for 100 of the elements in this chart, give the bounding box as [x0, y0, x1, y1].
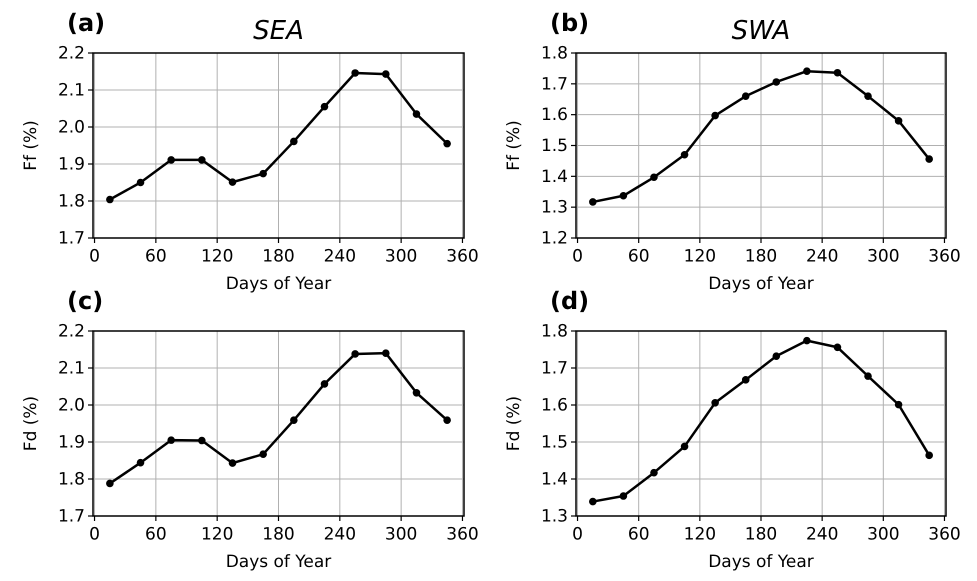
x-axis-title: Days of Year [226, 274, 332, 294]
point [351, 350, 359, 358]
x-tick-label: 240 [806, 246, 838, 266]
point [772, 352, 780, 360]
chart-title: (a) [67, 9, 106, 37]
point [742, 92, 750, 100]
y-axis-title: Fd (%) [504, 396, 524, 452]
point [650, 468, 658, 476]
y-tick-label: 2.2 [58, 321, 85, 342]
x-tick-label: 180 [744, 524, 778, 544]
x-tick-label: 60 [145, 246, 167, 266]
y-tick-label: 2.0 [58, 117, 85, 138]
x-tick-label: 0 [572, 246, 583, 266]
point [290, 138, 298, 146]
point [894, 400, 902, 408]
y-tick-label: 2.0 [58, 395, 85, 416]
y-axis-title: Fd (%) [21, 396, 41, 452]
chart-title: (c) [67, 287, 104, 315]
x-tick-label: 360 [928, 524, 961, 544]
y-tick-label: 1.9 [58, 432, 85, 452]
y-tick-label: 2.2 [58, 43, 85, 64]
point [894, 117, 902, 125]
x-axis-title: Days of Year [708, 274, 814, 294]
point [320, 102, 328, 110]
point [136, 458, 144, 466]
point [290, 416, 298, 424]
x-tick-label: 60 [628, 246, 650, 266]
point [589, 198, 597, 206]
point [106, 196, 114, 204]
x-tick-label: 240 [806, 524, 838, 544]
x-tick-label: 120 [684, 246, 716, 266]
x-tick-label: 60 [145, 524, 167, 544]
y-tick-label: 1.6 [540, 105, 568, 126]
point [834, 68, 842, 77]
chart-subtitle: SWA [732, 16, 790, 46]
x-tick-label: 360 [928, 246, 961, 266]
x-tick-label: 180 [262, 246, 295, 266]
point [711, 112, 719, 120]
point [228, 459, 236, 467]
x-tick-label: 180 [262, 524, 295, 544]
point [198, 436, 206, 444]
x-tick-label: 360 [446, 246, 479, 266]
point [925, 452, 933, 460]
y-tick-label: 1.8 [540, 43, 568, 64]
point [925, 155, 933, 163]
point [443, 416, 451, 424]
y-tick-label: 1.7 [58, 506, 85, 526]
point [589, 498, 597, 506]
x-tick-label: 120 [200, 524, 234, 544]
point [803, 336, 811, 344]
point [259, 450, 267, 458]
x-tick-label: 300 [867, 246, 900, 266]
point [620, 192, 628, 200]
point [650, 173, 658, 182]
point [864, 92, 872, 100]
point [228, 178, 236, 186]
y-tick-label: 1.7 [58, 228, 85, 248]
point [412, 389, 420, 397]
y-tick-label: 1.5 [540, 432, 568, 452]
chart-subtitle: SEA [253, 16, 304, 46]
x-tick-label: 300 [867, 524, 900, 544]
point [412, 110, 420, 118]
point [443, 140, 451, 148]
point [167, 436, 175, 444]
y-tick-label: 1.8 [58, 191, 85, 212]
x-tick-label: 120 [684, 524, 716, 544]
x-tick-label: 300 [384, 246, 418, 266]
y-tick-label: 2.1 [58, 358, 85, 378]
x-tick-label: 240 [324, 524, 356, 544]
point [803, 67, 811, 75]
x-tick-label: 0 [89, 524, 100, 544]
point [834, 344, 842, 352]
point [382, 70, 390, 78]
y-tick-label: 1.4 [540, 166, 568, 187]
point [772, 78, 780, 86]
x-tick-label: 240 [324, 246, 356, 266]
y-tick-label: 1.9 [58, 154, 85, 174]
point [742, 376, 750, 384]
y-axis-title: Ff (%) [504, 120, 524, 171]
chart-title: (b) [550, 9, 590, 37]
y-tick-label: 1.7 [540, 358, 568, 378]
y-tick-label: 1.6 [540, 395, 568, 416]
y-tick-label: 1.3 [540, 506, 568, 526]
y-tick-label: 1.8 [540, 321, 568, 342]
point [864, 372, 872, 380]
point [106, 480, 114, 488]
point [620, 492, 628, 500]
x-tick-label: 0 [89, 246, 100, 266]
x-axis-title: Days of Year [708, 552, 814, 572]
x-tick-label: 120 [200, 246, 234, 266]
x-tick-label: 360 [446, 524, 479, 544]
y-tick-label: 1.8 [58, 469, 85, 490]
point [680, 150, 688, 159]
y-tick-label: 1.5 [540, 136, 568, 156]
point [680, 442, 688, 450]
point [320, 380, 328, 388]
point [198, 156, 206, 164]
x-axis-title: Days of Year [226, 552, 332, 572]
y-tick-label: 2.1 [58, 80, 85, 100]
y-tick-label: 1.2 [540, 228, 568, 248]
